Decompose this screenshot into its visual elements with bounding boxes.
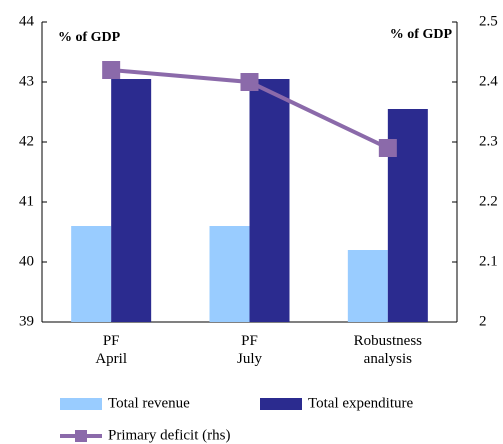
left-axis-unit: % of GDP [58, 30, 121, 45]
y2-tick-label: 2.1 [479, 253, 498, 269]
y-tick-label: 44 [19, 13, 35, 29]
right-axis-unit: % of GDP [390, 27, 453, 42]
y2-tick-label: 2.4 [479, 73, 498, 89]
legend-swatch [260, 398, 302, 410]
y2-tick-label: 2.3 [479, 133, 498, 149]
line-marker [240, 73, 259, 91]
y-tick-label: 43 [19, 73, 34, 89]
x-tick-label: PF July [237, 333, 263, 367]
y2-tick-label: 2.5 [479, 13, 498, 29]
bar [111, 79, 152, 322]
legend-label: Total expenditure [308, 395, 414, 411]
y-tick-label: 40 [19, 253, 34, 269]
legend-label: Primary deficit (rhs) [108, 427, 230, 443]
legend-swatch [60, 398, 102, 410]
y-tick-label: 41 [19, 193, 34, 209]
legend-swatch [75, 430, 87, 442]
x-tick-label: Robustness analysis [354, 333, 423, 367]
x-tick-label: PF April [95, 333, 127, 367]
y-tick-label: 42 [19, 133, 34, 149]
bar [209, 226, 250, 322]
line-marker [102, 61, 121, 79]
line-marker [378, 139, 397, 157]
bar [249, 79, 290, 322]
y2-tick-label: 2 [479, 313, 487, 329]
legend-label: Total revenue [108, 395, 190, 411]
y2-tick-label: 2.2 [479, 193, 498, 209]
bar [347, 250, 388, 322]
bar [71, 226, 112, 322]
y-tick-label: 39 [19, 313, 34, 329]
